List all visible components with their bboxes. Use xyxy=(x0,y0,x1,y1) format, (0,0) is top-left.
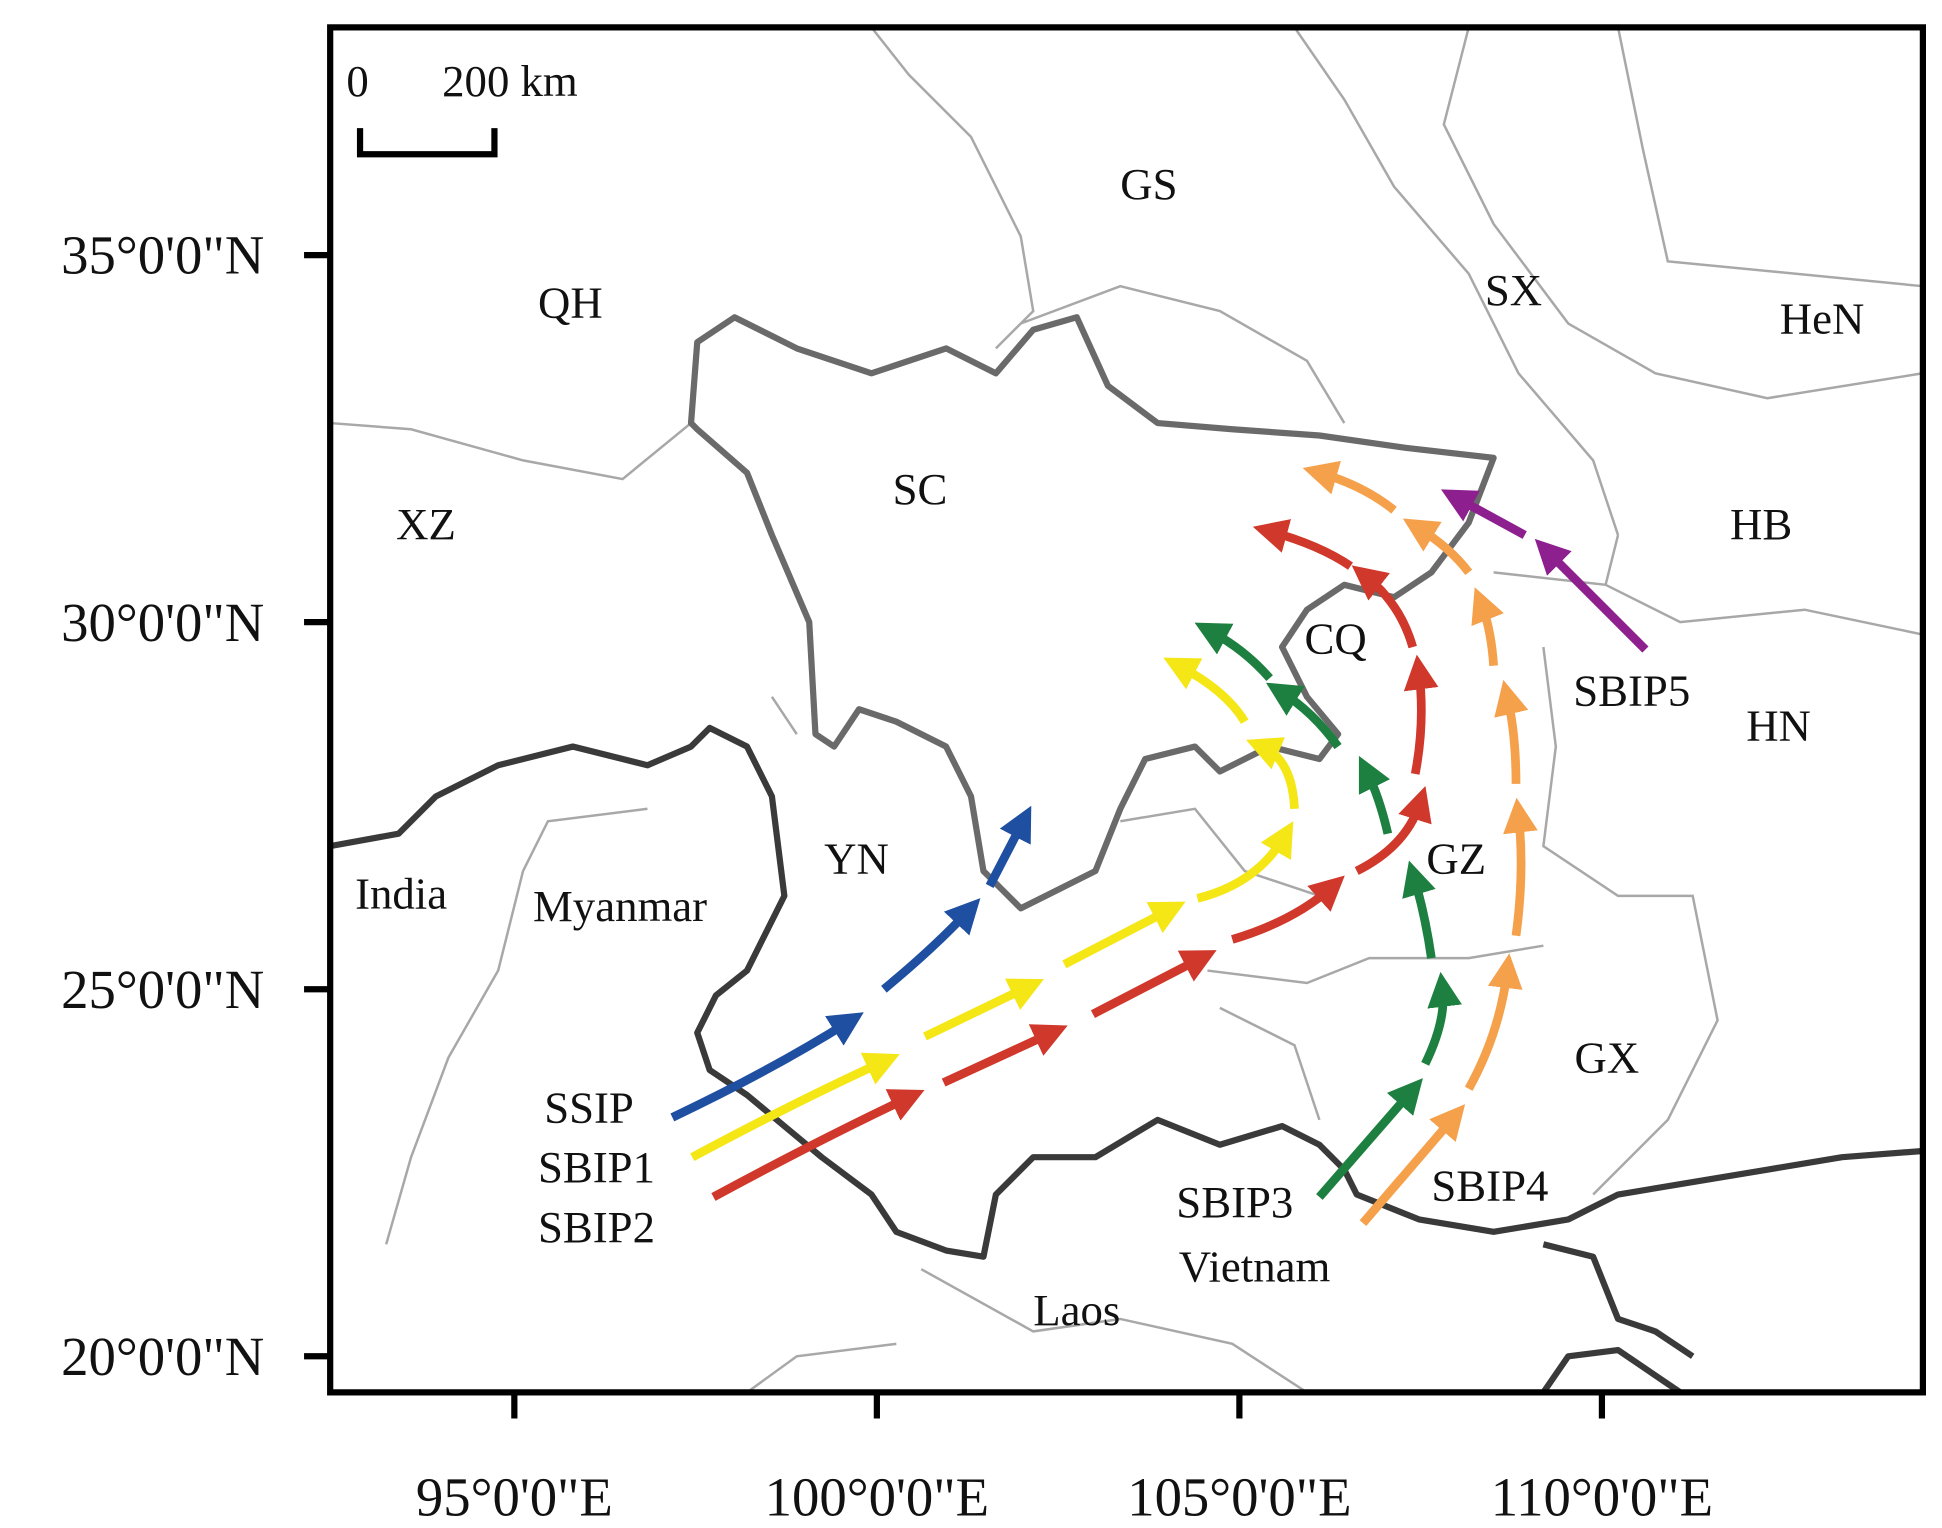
region-label: CQ xyxy=(1304,613,1366,663)
region-label: GS xyxy=(1120,159,1177,209)
region-label: QH xyxy=(538,277,603,327)
region-label: HeN xyxy=(1780,293,1865,343)
lon-tick-label: 95°0'0"E xyxy=(416,1467,613,1528)
boundaries xyxy=(330,27,1923,1393)
route-label: SBIP2 xyxy=(538,1202,655,1252)
lat-tick-label: 30°0'0"N xyxy=(61,592,264,653)
region-label: GZ xyxy=(1426,833,1486,883)
region-label: India xyxy=(355,868,447,918)
region-label: Vietnam xyxy=(1179,1242,1331,1292)
region-label: SC xyxy=(893,464,948,514)
region-labels: GS QH SX HeN XZ SC HB CQ HN YN GZ India … xyxy=(355,159,1864,1335)
scale-start: 0 xyxy=(346,56,368,106)
region-label: Myanmar xyxy=(533,881,707,931)
lat-tick-label: 20°0'0"N xyxy=(61,1326,264,1387)
region-label: YN xyxy=(824,833,889,883)
route-label: SBIP5 xyxy=(1573,666,1690,716)
route-label: SSIP xyxy=(544,1082,634,1132)
lon-tick-label: 110°0'0"E xyxy=(1491,1467,1713,1528)
lat-tick-label: 25°0'0"N xyxy=(61,959,264,1020)
region-label: SX xyxy=(1485,265,1542,315)
routes xyxy=(670,460,1649,1226)
route-labels: SSIP SBIP1 SBIP2 SBIP3 SBIP4 SBIP5 xyxy=(538,666,1690,1252)
scale-end: 200 km xyxy=(442,56,578,106)
region-label: HB xyxy=(1730,499,1792,549)
route-label: SBIP3 xyxy=(1176,1177,1293,1227)
map-frame xyxy=(327,24,1926,1396)
route-label: SBIP1 xyxy=(538,1142,655,1192)
ticks: 35°0'0"N 30°0'0"N 25°0'0"N 20°0'0"N 95°0'0"E… xyxy=(61,225,1713,1528)
region-label: HN xyxy=(1746,700,1811,750)
region-label: XZ xyxy=(396,499,456,549)
scale-bar: 0 200 km xyxy=(346,56,578,158)
lon-tick-label: 105°0'0"E xyxy=(1127,1467,1351,1528)
route-label: SBIP4 xyxy=(1431,1161,1548,1211)
region-label: Laos xyxy=(1033,1285,1120,1335)
region-label: GX xyxy=(1574,1033,1639,1083)
lat-tick-label: 35°0'0"N xyxy=(61,225,264,286)
lon-tick-label: 100°0'0"E xyxy=(765,1467,989,1528)
